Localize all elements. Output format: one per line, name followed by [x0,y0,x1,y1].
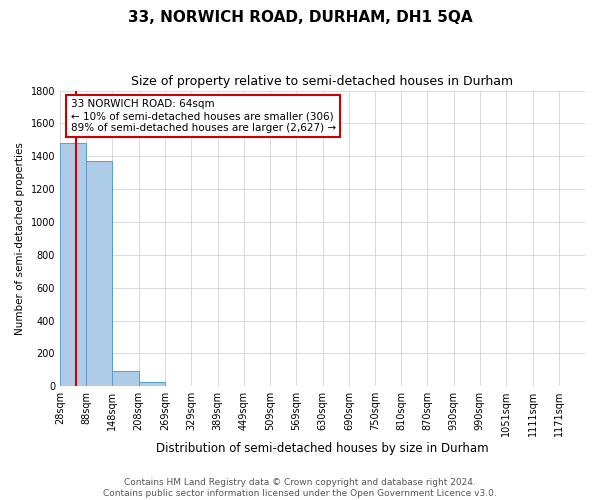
Bar [86,161,112,386]
Y-axis label: Number of semi-detached properties: Number of semi-detached properties [15,142,25,335]
Text: 33 NORWICH ROAD: 64sqm
← 10% of semi-detached houses are smaller (306)
89% of se: 33 NORWICH ROAD: 64sqm ← 10% of semi-det… [71,100,335,132]
Title: Size of property relative to semi-detached houses in Durham: Size of property relative to semi-detach… [131,75,514,88]
Text: Contains HM Land Registry data © Crown copyright and database right 2024.
Contai: Contains HM Land Registry data © Crown c… [103,478,497,498]
Text: 33, NORWICH ROAD, DURHAM, DH1 5QA: 33, NORWICH ROAD, DURHAM, DH1 5QA [128,10,472,25]
Bar [112,370,139,386]
Bar [60,143,86,386]
X-axis label: Distribution of semi-detached houses by size in Durham: Distribution of semi-detached houses by … [156,442,489,455]
Bar [139,382,165,386]
